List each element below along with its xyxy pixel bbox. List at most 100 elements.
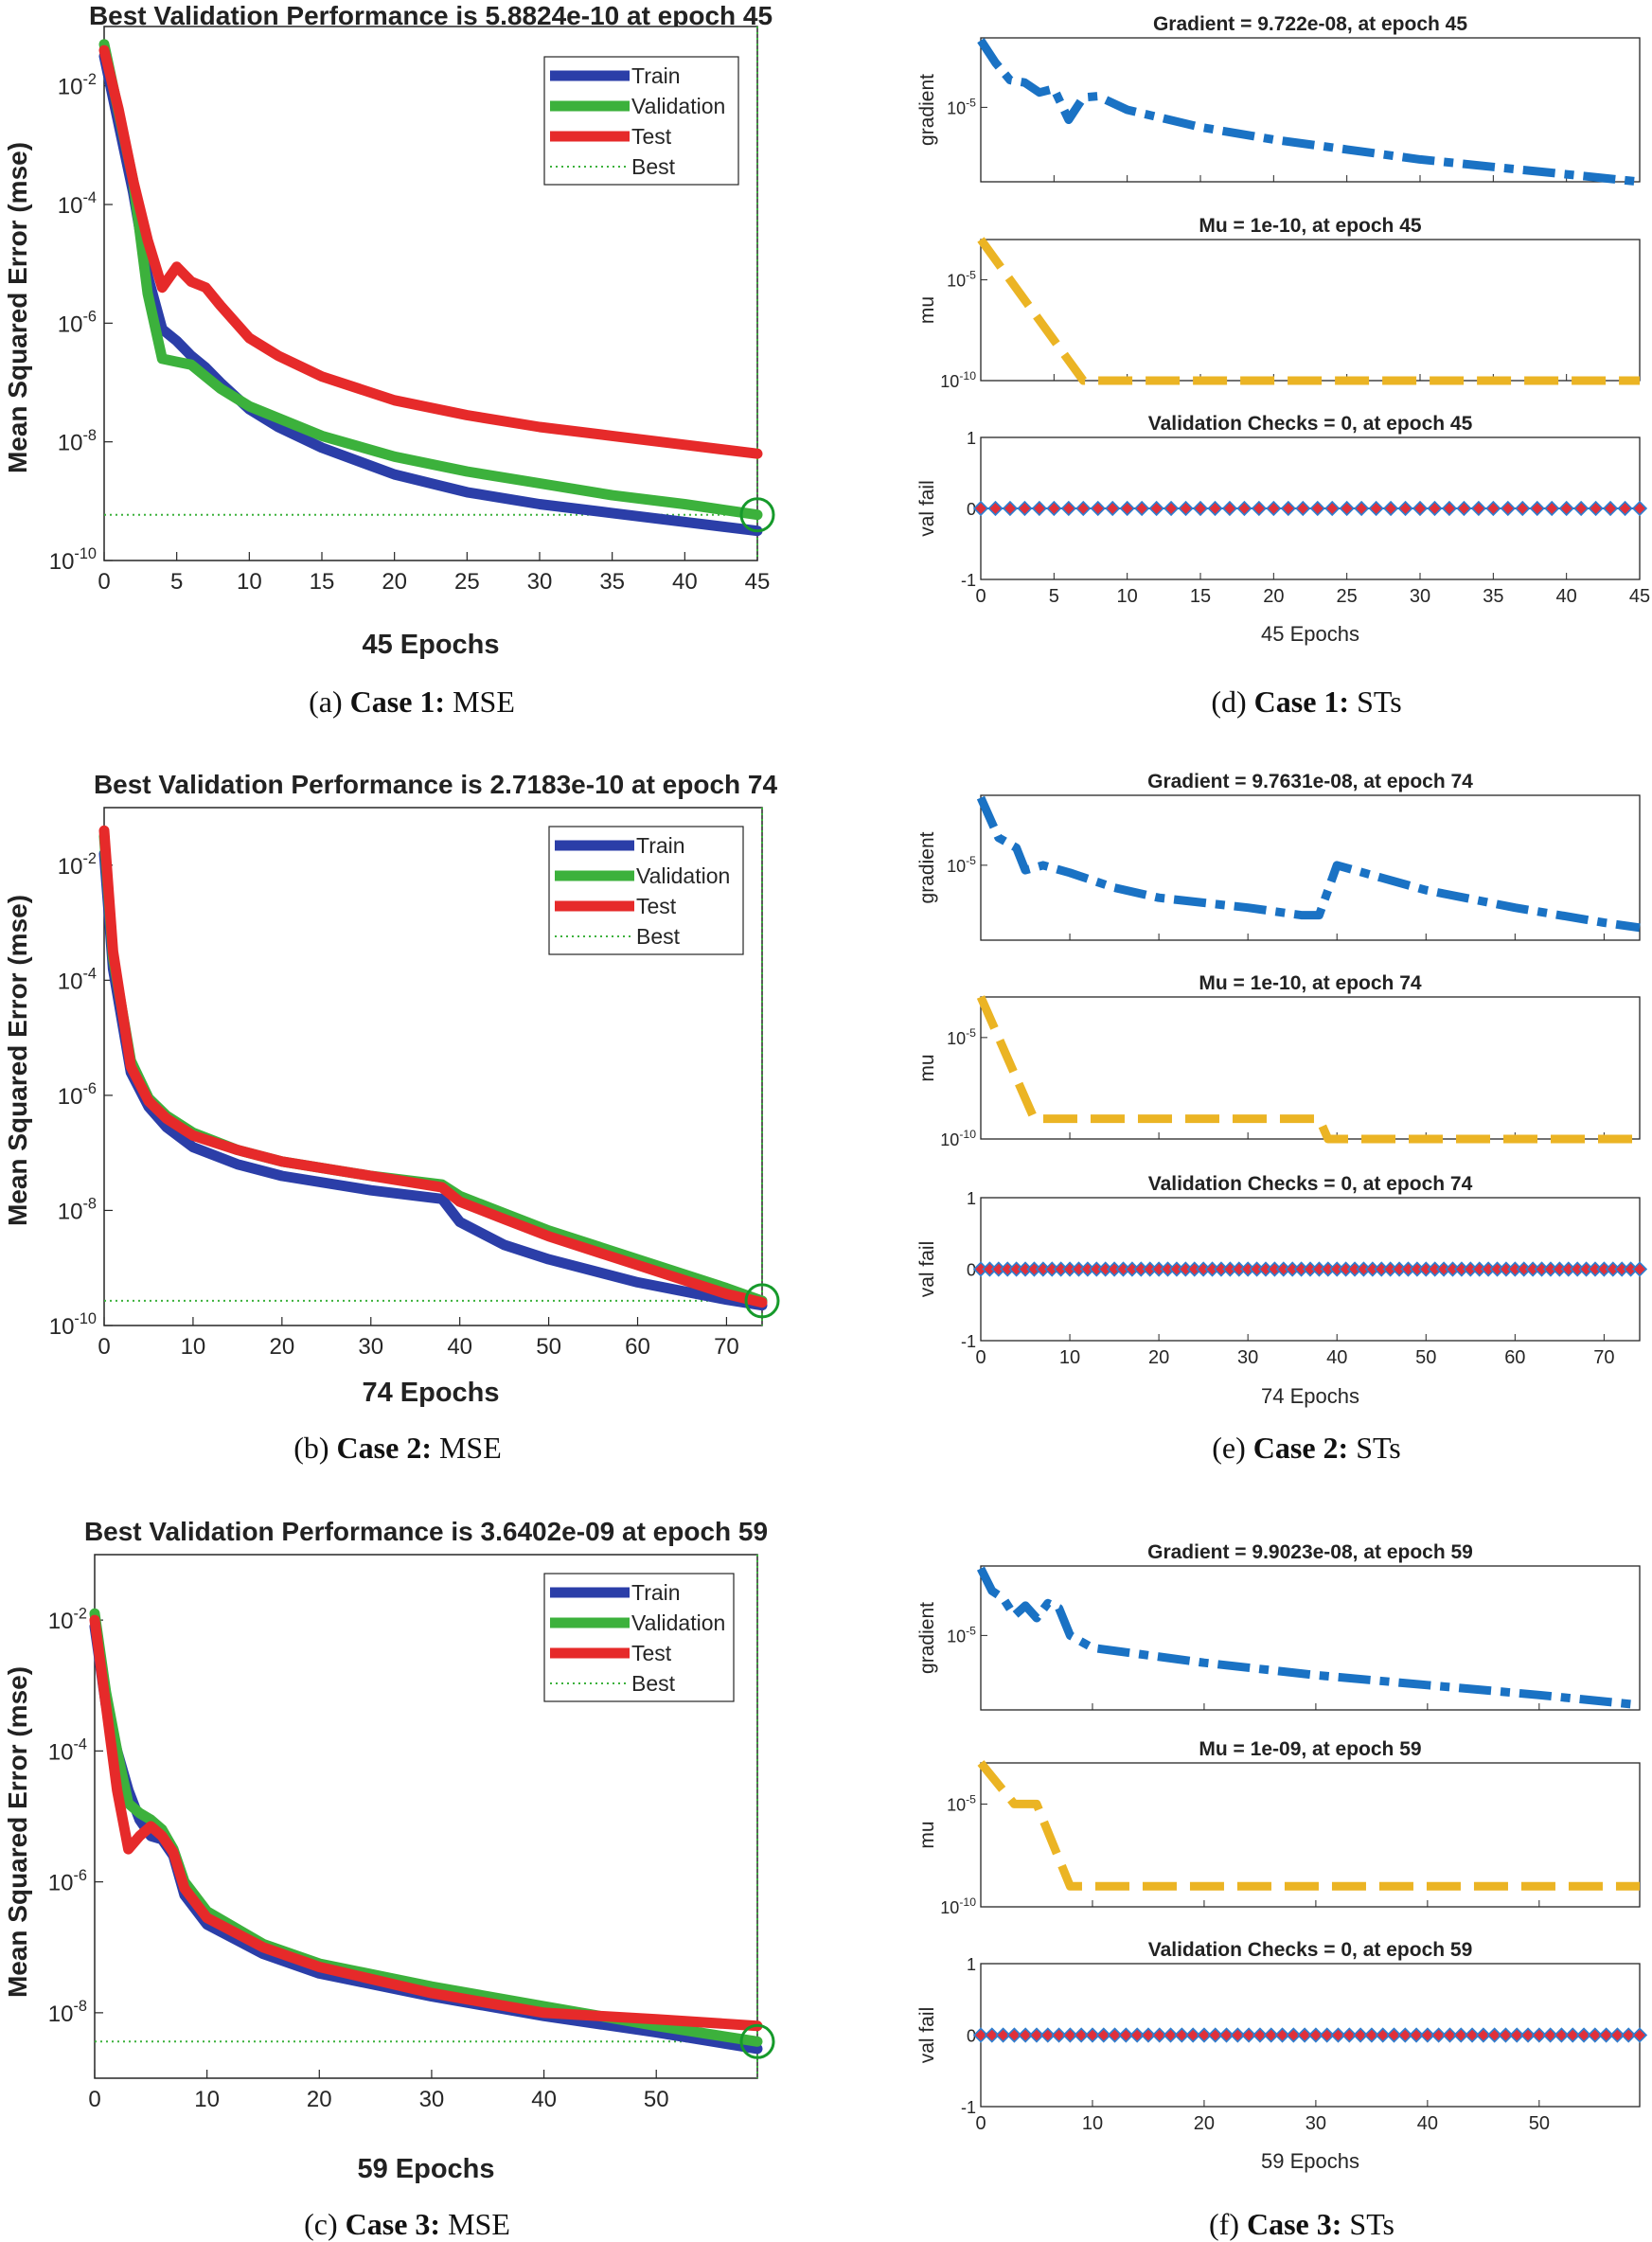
val-fail-marker xyxy=(1230,2027,1246,2043)
val-fail-marker xyxy=(1051,2027,1067,2043)
val-fail-marker xyxy=(1609,2027,1625,2043)
x-tick-label: 10 xyxy=(237,569,262,595)
best-marker xyxy=(739,2023,775,2059)
y-tick-label: 10-5 xyxy=(947,854,976,876)
x-tick-label: 40 xyxy=(531,2087,557,2112)
val-fail-marker xyxy=(1330,2027,1346,2043)
subplot-y-label: mu xyxy=(916,296,938,324)
val-fail-marker xyxy=(1002,500,1019,517)
x-tick-label: 10 xyxy=(181,1334,206,1360)
val-fail-marker xyxy=(1430,2027,1447,2043)
y-tick-label: -1 xyxy=(961,571,976,590)
chart-title: Best Validation Performance is 5.8824e-1… xyxy=(89,1,773,30)
x-tick-label: 30 xyxy=(1410,586,1430,607)
x-tick-label: 50 xyxy=(1529,2113,1550,2134)
subplot-mu: Mu = 1e-10, at epoch 74 mu 10-5 10-10 xyxy=(916,972,1641,1149)
val-fail-marker xyxy=(1274,2027,1290,2043)
val-fail-marker xyxy=(1475,2027,1491,2043)
subplot-y-label: gradient xyxy=(916,74,938,146)
val-fail-marker xyxy=(1427,500,1443,517)
panel-mse-case2: Best Validation Performance is 2.7183e-1… xyxy=(3,770,780,1465)
val-fail-marker xyxy=(1185,2027,1201,2043)
series-test-line xyxy=(98,44,763,459)
x-tick-label: 10 xyxy=(1117,586,1138,607)
y-tick-label: 10-10 xyxy=(940,1128,976,1149)
val-fail-marker xyxy=(1028,2027,1045,2043)
subplot-title: Gradient = 9.722e-08, at epoch 45 xyxy=(1153,13,1467,35)
x-tick-label: 30 xyxy=(1306,2113,1326,2134)
val-fail-marker xyxy=(1558,500,1574,517)
val-fail-marker xyxy=(1263,2027,1279,2043)
val-fail-marker xyxy=(1397,500,1413,517)
series-test-line xyxy=(89,1614,763,2032)
caption-prefix: (f) xyxy=(1209,2207,1247,2241)
val-fail-marker xyxy=(1498,2027,1514,2043)
x-tick-label: 10 xyxy=(1059,1347,1080,1368)
val-fail-marker xyxy=(1017,500,1033,517)
x-tick-label: 60 xyxy=(625,1334,650,1360)
caption-suffix: STs xyxy=(1341,2207,1394,2241)
val-fail-marker xyxy=(1442,2027,1458,2043)
y-tick-label: 10-8 xyxy=(48,1998,87,2027)
val-fail-marker xyxy=(1382,500,1399,517)
subplot-y-label: gradient xyxy=(916,831,938,903)
val-fail-marker xyxy=(1151,2027,1167,2043)
x-tick-label: 25 xyxy=(454,569,480,595)
legend-label: Train xyxy=(636,833,685,858)
y-tick-label: 10-5 xyxy=(947,1792,976,1814)
val-fail-marker xyxy=(1163,500,1180,517)
y-tick-label: 0 xyxy=(967,2027,976,2046)
panel-states-case2: Gradient = 9.7631e-08, at epoch 74 gradie… xyxy=(916,771,1648,1465)
subplot-title: Validation Checks = 0, at epoch 45 xyxy=(1148,413,1473,435)
val-fail-marker xyxy=(1060,500,1076,517)
val-fail-marker xyxy=(1573,500,1590,517)
y-tick-label: 10-10 xyxy=(940,369,976,391)
y-axis-label: Mean Squared Error (mse) xyxy=(3,142,32,473)
val-fail-marker xyxy=(1602,500,1619,517)
caption: (d) Case 1: STs xyxy=(1211,685,1401,719)
y-tick-label: 10-5 xyxy=(947,268,976,290)
x-tick-label: 45 xyxy=(1629,586,1650,607)
subplot-y-label: val fail xyxy=(916,480,938,537)
caption-bold: Case 2: xyxy=(1253,1431,1348,1465)
series-gradient-line xyxy=(976,795,1641,933)
val-fail-marker xyxy=(1354,500,1370,517)
series-mu-line xyxy=(977,237,1640,385)
val-fail-marker xyxy=(1519,2027,1537,2043)
subplot-gradient: Gradient = 9.722e-08, at epoch 45 gradien… xyxy=(916,13,1641,187)
series-gradient-line xyxy=(976,1566,1641,1710)
subplot-title: Validation Checks = 0, at epoch 59 xyxy=(1148,1939,1473,1961)
x-tick-label: 20 xyxy=(1263,586,1284,607)
val-fail-marker xyxy=(1307,2027,1324,2043)
val-fail-marker xyxy=(1509,2027,1525,2043)
caption: (b) Case 2: MSE xyxy=(293,1431,502,1465)
y-tick-label: 10-2 xyxy=(58,850,97,880)
x-axis-label: 59 Epochs xyxy=(1261,2149,1359,2173)
caption-prefix: (c) xyxy=(304,2207,346,2241)
val-fail-marker xyxy=(995,2027,1011,2043)
legend-label: Best xyxy=(631,154,676,179)
series-test-line xyxy=(98,825,768,1308)
val-fail-marker xyxy=(1464,2027,1481,2043)
panel-states-case3: Gradient = 9.9023e-08, at epoch 59 gradie… xyxy=(916,1541,1648,2241)
x-axis-label: 45 Epochs xyxy=(362,630,499,660)
x-tick-label: 5 xyxy=(170,569,183,595)
legend-label: Validation xyxy=(631,94,725,118)
x-tick-label: 40 xyxy=(447,1334,472,1360)
val-fail-marker xyxy=(1240,2027,1257,2043)
caption-bold: Case 2: xyxy=(337,1431,432,1465)
x-tick-label: 45 xyxy=(745,569,771,595)
subplot-gradient: Gradient = 9.7631e-08, at epoch 74 gradie… xyxy=(916,771,1641,941)
y-tick-label: 10-8 xyxy=(58,1196,97,1225)
val-fail-marker xyxy=(1095,2027,1111,2043)
caption-suffix: MSE xyxy=(440,2207,510,2241)
val-fail-marker xyxy=(1470,500,1486,517)
x-tick-label: 40 xyxy=(1326,1347,1347,1368)
subplot-title: Gradient = 9.7631e-08, at epoch 74 xyxy=(1147,771,1473,792)
legend-label: Test xyxy=(631,1641,672,1665)
val-fail-marker xyxy=(1485,500,1501,517)
x-tick-label: 30 xyxy=(1237,1347,1258,1368)
caption-bold: Case 1: xyxy=(350,685,445,719)
val-fail-marker xyxy=(1295,500,1311,517)
y-tick-label: 10-8 xyxy=(58,427,97,456)
